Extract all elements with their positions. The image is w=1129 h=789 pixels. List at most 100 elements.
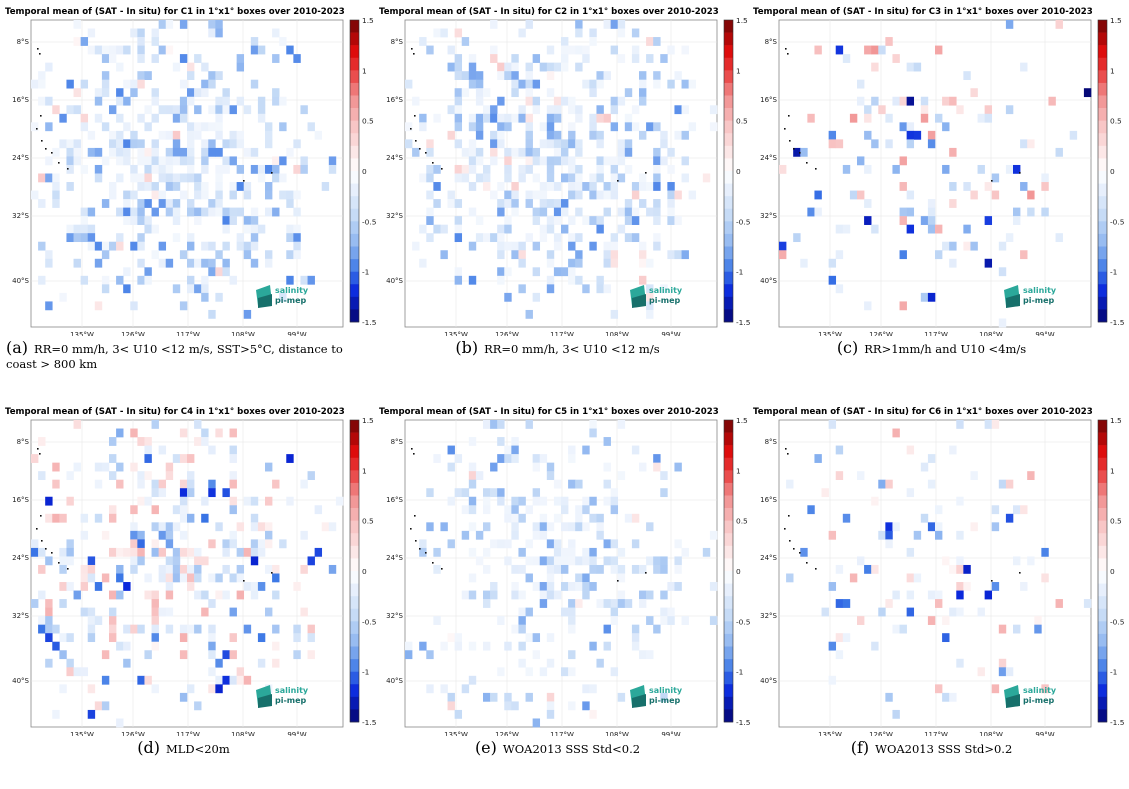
heatmap-cell xyxy=(172,216,181,225)
heatmap-cell xyxy=(842,513,851,523)
heatmap-cell xyxy=(109,241,117,251)
heatmap-cell xyxy=(483,505,491,515)
heatmap-cell xyxy=(165,182,174,191)
colorbar-segment xyxy=(724,596,733,610)
heatmap-cell xyxy=(596,71,604,80)
heatmap-cell xyxy=(250,224,259,234)
heatmap-cell xyxy=(208,599,216,608)
island-marker xyxy=(243,180,245,182)
heatmap-cell xyxy=(646,292,654,302)
heatmap-cell xyxy=(419,173,427,183)
colorbar-segment xyxy=(724,171,733,184)
heatmap-cell xyxy=(610,45,619,55)
heatmap-cell xyxy=(871,139,879,149)
island-marker xyxy=(441,568,443,570)
heatmap-cell xyxy=(59,547,67,557)
heatmap-cell xyxy=(991,522,1000,532)
heatmap-cell xyxy=(646,54,654,63)
heatmap-cell xyxy=(137,139,145,149)
y-tick-label: 8°S xyxy=(765,38,778,46)
heatmap-cell xyxy=(956,590,964,600)
heatmap-cell xyxy=(87,633,96,643)
heatmap-cell xyxy=(165,530,174,540)
colorbar-segment xyxy=(350,684,359,698)
heatmap-cell xyxy=(59,564,67,574)
heatmap-cell xyxy=(835,445,844,455)
x-tick-label: 135°W xyxy=(444,331,468,336)
heatmap-cell xyxy=(179,624,188,634)
heatmap-cell xyxy=(610,556,619,566)
heatmap-cell xyxy=(899,624,907,634)
heatmap-cell xyxy=(130,505,138,515)
logo-text-bottom: pi-mep xyxy=(649,696,681,705)
colorbar-segment xyxy=(724,45,733,59)
colorbar-segment xyxy=(350,508,359,521)
heatmap-cell xyxy=(927,130,936,140)
heatmap-cell xyxy=(490,582,498,591)
heatmap-cell xyxy=(101,284,110,294)
colorbar-segment xyxy=(350,659,359,672)
heatmap-cell xyxy=(885,539,893,549)
heatmap-cell xyxy=(561,45,569,55)
heatmap-cell xyxy=(73,258,81,268)
heatmap-cell xyxy=(525,113,533,123)
heatmap-cell xyxy=(130,173,138,183)
island-marker xyxy=(789,540,791,542)
heatmap-cell xyxy=(144,454,152,463)
heatmap-cell xyxy=(906,573,915,583)
heatmap-cell xyxy=(172,573,181,583)
heatmap-cell xyxy=(490,462,498,472)
y-tick-label: 8°S xyxy=(17,438,30,446)
colorbar-tick-label: 0.5 xyxy=(736,517,748,526)
heatmap-cell xyxy=(589,709,597,719)
x-tick-label: 108°W xyxy=(605,731,629,736)
heatmap-cell xyxy=(293,241,301,251)
heatmap-cell xyxy=(653,182,661,191)
heatmap-cell xyxy=(179,530,188,540)
heatmap-cell xyxy=(187,513,195,523)
heatmap-cell xyxy=(532,530,541,540)
heatmap-cell xyxy=(1027,556,1035,566)
heatmap-cell xyxy=(31,454,39,463)
heatmap-cell xyxy=(222,547,230,557)
heatmap-cell xyxy=(546,182,555,191)
island-marker xyxy=(45,148,47,150)
heatmap-cell xyxy=(109,633,117,643)
heatmap-cell xyxy=(525,505,533,515)
island-marker xyxy=(432,162,434,164)
heatmap-cell xyxy=(603,190,611,200)
heatmap-cell xyxy=(497,539,505,549)
heatmap-cell xyxy=(674,71,682,80)
heatmap-cell xyxy=(179,301,188,311)
heatmap-cell xyxy=(66,224,74,234)
heatmap-cell xyxy=(849,573,858,583)
heatmap-cell xyxy=(603,207,611,217)
heatmap-cell xyxy=(497,496,505,506)
heatmap-cell xyxy=(87,28,96,38)
heatmap-cell xyxy=(31,547,39,557)
heatmap-cell xyxy=(1041,684,1049,694)
heatmap-cell xyxy=(956,530,964,540)
heatmap-cell xyxy=(511,71,519,80)
heatmap-cell xyxy=(87,556,96,566)
heatmap-cell xyxy=(87,233,96,243)
heatmap-cell xyxy=(454,275,463,285)
heatmap-cell xyxy=(906,190,915,200)
chart-panel-5: Temporal mean of (SAT - In situ) for C5 … xyxy=(374,400,750,789)
heatmap-cell xyxy=(828,258,837,268)
heatmap-cell xyxy=(667,164,675,174)
island-marker xyxy=(441,168,443,170)
heatmap-cell xyxy=(596,105,604,115)
heatmap-cell xyxy=(250,147,259,157)
heatmap-cell xyxy=(165,105,174,115)
heatmap-cell xyxy=(172,62,181,72)
heatmap-cell xyxy=(539,156,548,166)
colorbar-segment xyxy=(724,309,733,323)
heatmap-cell xyxy=(250,233,259,243)
island-marker xyxy=(419,548,421,550)
heatmap-cell xyxy=(525,607,533,617)
heatmap-cell xyxy=(265,539,273,549)
heatmap-cell xyxy=(229,650,237,660)
heatmap-cell xyxy=(949,564,957,574)
heatmap-cell xyxy=(101,701,110,711)
